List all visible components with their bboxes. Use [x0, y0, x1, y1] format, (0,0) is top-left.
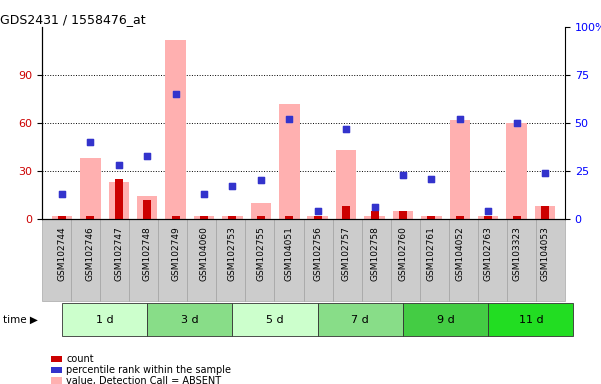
Point: [341, 126, 351, 132]
Point: [114, 162, 124, 168]
Point: [228, 183, 237, 189]
Bar: [427, 216, 435, 219]
Bar: [535, 206, 555, 219]
Point: [512, 120, 522, 126]
Bar: [52, 216, 72, 219]
Point: [256, 177, 266, 184]
Bar: [456, 216, 464, 219]
Point: [228, 183, 237, 189]
Point: [483, 208, 493, 214]
Bar: [251, 203, 271, 219]
Text: count: count: [66, 354, 94, 364]
Point: [370, 204, 379, 210]
Bar: [222, 216, 243, 219]
Bar: [58, 216, 66, 219]
Bar: [314, 216, 322, 219]
Bar: [513, 216, 520, 219]
Point: [512, 120, 522, 126]
Bar: [421, 216, 442, 219]
Bar: [507, 123, 527, 219]
Bar: [285, 216, 293, 219]
Point: [171, 91, 180, 97]
Bar: [478, 216, 498, 219]
Point: [57, 191, 67, 197]
Point: [171, 91, 180, 97]
Point: [256, 177, 266, 184]
Bar: [484, 216, 492, 219]
Point: [200, 191, 209, 197]
Point: [114, 162, 124, 168]
Point: [540, 170, 550, 176]
Text: 3 d: 3 d: [181, 314, 199, 325]
Bar: [392, 211, 413, 219]
Point: [540, 170, 550, 176]
Bar: [308, 216, 328, 219]
Bar: [336, 150, 356, 219]
Text: value, Detection Call = ABSENT: value, Detection Call = ABSENT: [66, 376, 221, 384]
Bar: [109, 182, 129, 219]
Text: 5 d: 5 d: [266, 314, 284, 325]
Bar: [450, 120, 470, 219]
Text: 9 d: 9 d: [437, 314, 454, 325]
Point: [398, 172, 407, 178]
Bar: [80, 158, 100, 219]
Point: [455, 116, 465, 122]
Point: [398, 172, 407, 178]
Text: 1 d: 1 d: [96, 314, 114, 325]
Bar: [115, 179, 123, 219]
Bar: [172, 216, 180, 219]
Bar: [364, 216, 385, 219]
Point: [427, 175, 436, 182]
Bar: [228, 216, 236, 219]
Bar: [143, 200, 151, 219]
Point: [200, 191, 209, 197]
Bar: [87, 216, 94, 219]
Point: [341, 126, 351, 132]
Point: [455, 116, 465, 122]
Bar: [200, 216, 208, 219]
Text: time ▶: time ▶: [3, 314, 38, 325]
Bar: [194, 216, 215, 219]
Point: [142, 152, 152, 159]
Bar: [279, 104, 299, 219]
Bar: [257, 216, 265, 219]
Bar: [399, 211, 407, 219]
Bar: [137, 197, 157, 219]
Bar: [541, 206, 549, 219]
Point: [284, 116, 294, 122]
Text: GDS2431 / 1558476_at: GDS2431 / 1558476_at: [0, 13, 145, 26]
Text: 7 d: 7 d: [352, 314, 369, 325]
Point: [313, 208, 323, 214]
Point: [85, 139, 95, 145]
Bar: [165, 40, 186, 219]
Point: [313, 208, 323, 214]
Bar: [342, 206, 350, 219]
Point: [427, 175, 436, 182]
Bar: [371, 211, 379, 219]
Text: 11 d: 11 d: [519, 314, 543, 325]
Point: [284, 116, 294, 122]
Point: [85, 139, 95, 145]
Text: percentile rank within the sample: percentile rank within the sample: [66, 365, 231, 375]
Point: [57, 191, 67, 197]
Point: [142, 152, 152, 159]
Point: [483, 208, 493, 214]
Point: [370, 204, 379, 210]
